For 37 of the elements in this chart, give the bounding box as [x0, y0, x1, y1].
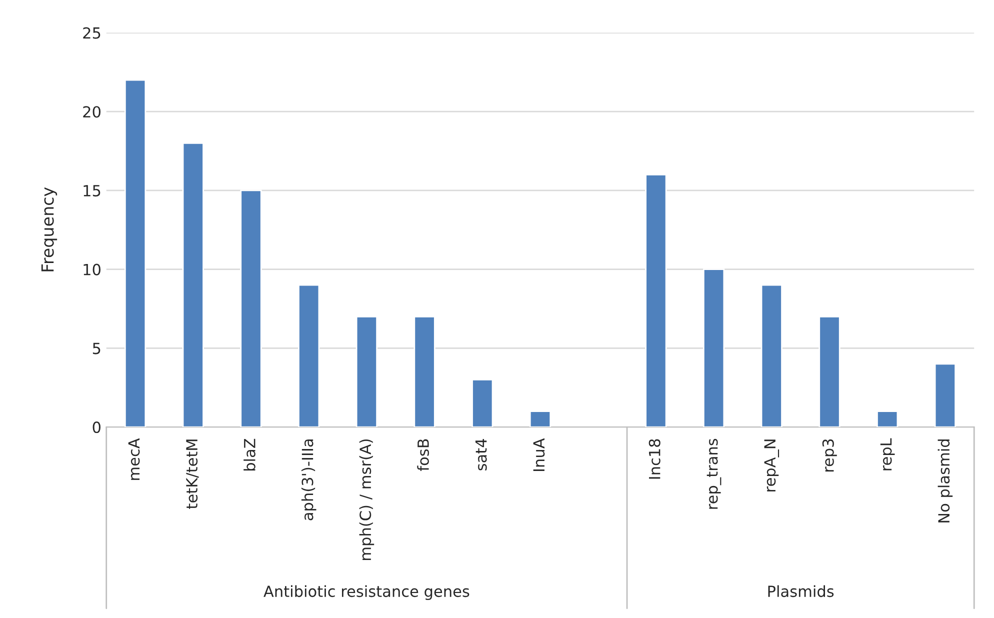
bar [240, 190, 262, 428]
x-tick-label: fosB [417, 439, 429, 471]
text: Plasmids [768, 585, 834, 598]
x-tick-label: repL [880, 438, 895, 470]
x-tick-label: rep3 [822, 439, 837, 472]
x-tick-label: tetK/tetM [186, 440, 199, 509]
y-tick-label: 0 [92, 422, 100, 434]
y-tick-label: 20 [83, 106, 100, 118]
x-tick-label: InuA [533, 438, 545, 471]
x-tick-label: repA_N [764, 440, 780, 492]
bar [876, 410, 898, 428]
x-tick-label: blaZ [244, 438, 256, 471]
bar [760, 284, 782, 428]
x-tick-label: rep_trans [706, 438, 722, 509]
bar [645, 174, 667, 428]
bar [702, 268, 725, 428]
y-tick-label: 10 [84, 264, 100, 276]
y-tick-label: 25 [83, 27, 100, 39]
x-tick-label: sat4 [475, 439, 487, 470]
bar [414, 316, 436, 428]
bar [818, 316, 840, 428]
text: Antibiotic resistance genes [264, 585, 470, 600]
bar [124, 79, 146, 428]
x-tick-label: mph(C) / msr(A) [359, 439, 374, 560]
bar [472, 379, 494, 428]
x-tick-label: Inc18 [648, 439, 660, 479]
y-axis-title: Frequency [41, 187, 58, 272]
bar [356, 316, 378, 428]
x-tick-label: aph(3')-IIIa [301, 440, 316, 520]
bar [934, 363, 956, 428]
x-tick-label: mecA [128, 438, 140, 480]
y-tick-label: 15 [84, 185, 100, 196]
y-tick-label: 5 [92, 342, 100, 354]
x-tick-label: No plasmid [938, 440, 953, 522]
bar [182, 142, 204, 428]
bar [298, 284, 320, 428]
bar [529, 410, 552, 428]
